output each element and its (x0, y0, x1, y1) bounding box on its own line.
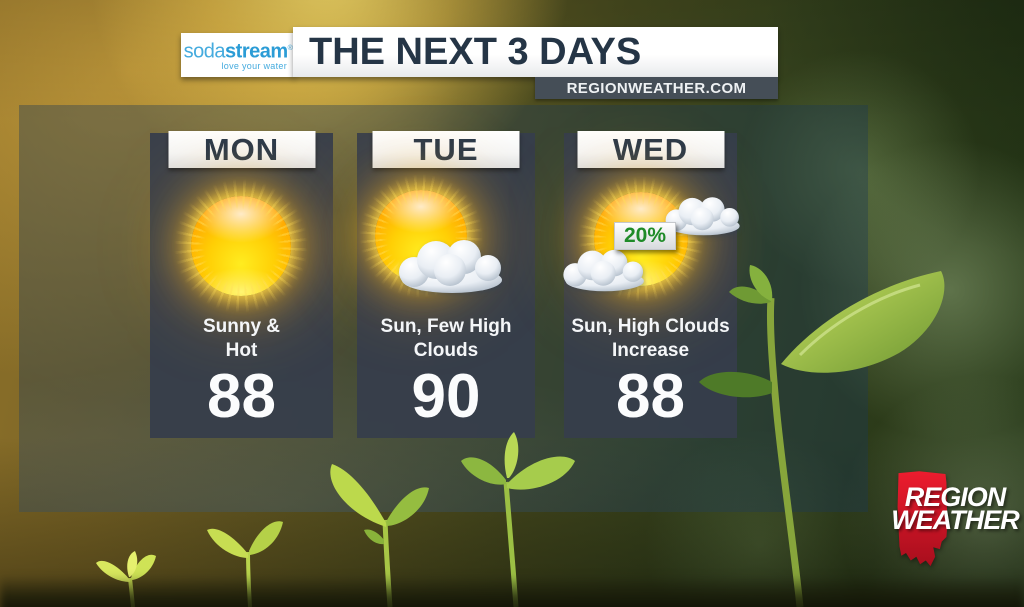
weather-icon-area (150, 168, 333, 335)
sponsor-name-light: soda (183, 40, 226, 63)
high-temperature: 88 (616, 362, 685, 431)
condition-line-2: Increase (611, 340, 690, 361)
day-header: WED (577, 131, 724, 168)
forecast-card-wed: WED 20% Sun, High Clouds Increase 88 (563, 131, 740, 438)
sodastream-wordmark: sodastream® (184, 39, 293, 62)
website-bar: REGIONWEATHER.COM (535, 77, 778, 99)
page-title: THE NEXT 3 DAYS (309, 30, 642, 73)
precip-chance-value: 20% (624, 224, 667, 247)
condition-line-2: Clouds (413, 340, 479, 361)
day-header: TUE (372, 131, 520, 168)
station-name: REGION WEATHER (885, 482, 1024, 535)
forecast-card-mon: MON Sunny & Hot 88 (150, 131, 333, 438)
day-label: WED (612, 131, 689, 167)
sunny-icon (163, 168, 319, 324)
indiana-state-icon (897, 471, 948, 567)
weather-icon-area (349, 164, 535, 335)
day-label: TUE (413, 131, 479, 167)
condition-text: Sunny & Hot (144, 315, 339, 363)
soil-ground (0, 575, 1024, 607)
station-name-line-1: REGION (904, 482, 1007, 512)
condition-line-2: Hot (225, 340, 258, 361)
forecast-card-tue: TUE Sun, Few High Clouds 90 (349, 131, 535, 438)
region-weather-logo: REGION WEATHER (885, 466, 1024, 584)
weather-icon-area: 20% (563, 165, 740, 335)
station-name-line-2: WEATHER (891, 505, 1020, 535)
trademark-symbol: ® (287, 45, 293, 53)
sun-rays (163, 168, 319, 324)
sodastream-logo: sodastream® love your water (181, 33, 295, 77)
condition-text: Sun, High Clouds Increase (558, 315, 743, 363)
sponsor-name-bold: stream (225, 40, 288, 63)
cloud-icon (399, 240, 502, 293)
high-temperature: 90 (411, 362, 481, 431)
sponsor-tagline: love your water (221, 60, 287, 71)
condition-text: Sun, Few High Clouds (351, 315, 541, 363)
condition-line-1: Sun, High Clouds (571, 316, 730, 337)
title-banner: THE NEXT 3 DAYS (293, 27, 778, 77)
condition-line-1: Sun, Few High (380, 316, 512, 337)
day-label: MON (203, 131, 280, 167)
day-header: MON (168, 131, 315, 168)
condition-line-1: Sunny & (202, 316, 281, 337)
high-temperature: 88 (207, 362, 276, 431)
precip-chance-badge: 20% (614, 222, 677, 250)
website-url: REGIONWEATHER.COM (566, 79, 747, 97)
